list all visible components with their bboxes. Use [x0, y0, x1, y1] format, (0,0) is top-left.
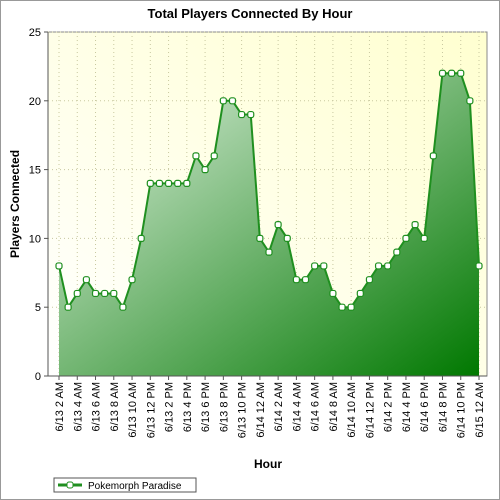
point: [365, 276, 374, 284]
point: [219, 97, 227, 105]
point: [329, 289, 337, 298]
point: [457, 69, 465, 77]
point: [292, 276, 300, 284]
y-tick-label: 15: [29, 165, 41, 177]
x-tick-label: 6/13 4 AM: [72, 382, 84, 432]
point: [146, 179, 154, 187]
x-axis-label: Hour: [254, 457, 282, 471]
point: [475, 262, 483, 270]
point: [311, 262, 319, 270]
x-tick-label: 6/13 6 AM: [91, 382, 103, 432]
y-tick-label: 10: [29, 233, 41, 245]
point: [82, 276, 90, 284]
point: [265, 248, 273, 256]
point: [420, 234, 428, 242]
point: [91, 289, 100, 298]
point: [192, 152, 200, 160]
x-tick-label: 6/13 8 AM: [109, 382, 121, 432]
y-tick-label: 5: [35, 302, 41, 314]
point: [64, 303, 72, 311]
point: [320, 262, 328, 270]
point: [183, 179, 191, 187]
point: [466, 97, 474, 105]
x-tick-label: 6/13 8 PM: [218, 382, 230, 432]
y-tick-label: 0: [35, 371, 41, 383]
x-tick-label: 6/14 10 PM: [456, 382, 468, 438]
x-tick-label: 6/14 12 PM: [364, 382, 376, 438]
point: [438, 69, 447, 77]
point: [55, 262, 63, 270]
x-tick-label: 6/14 2 AM: [273, 382, 285, 432]
y-tick-label: 20: [29, 96, 41, 108]
point: [73, 289, 81, 298]
point: [256, 234, 264, 242]
x-tick-label: 6/14 8 AM: [328, 382, 340, 432]
point: [101, 289, 109, 298]
point: [429, 152, 437, 160]
x-tick-label: 6/14 2 PM: [383, 382, 395, 432]
x-tick-label: 6/13 2 AM: [54, 382, 66, 432]
x-tick-label: 6/13 12 PM: [145, 382, 157, 438]
point: [238, 110, 246, 119]
point: [210, 152, 218, 160]
point: [402, 234, 410, 242]
legend-marker: [66, 481, 74, 489]
point: [228, 97, 237, 105]
point: [119, 303, 127, 311]
point: [201, 166, 209, 174]
point: [393, 248, 401, 256]
point: [347, 303, 355, 311]
point: [164, 179, 173, 187]
point: [356, 289, 364, 298]
point: [155, 179, 164, 187]
point: [128, 276, 136, 284]
x-tick-label: 6/15 12 AM: [474, 382, 486, 438]
x-tick-label: 6/14 6 AM: [310, 382, 322, 432]
point: [374, 262, 383, 270]
point: [274, 221, 282, 229]
y-tick-label: 25: [29, 27, 41, 39]
x-tick-label: 6/14 8 PM: [437, 382, 449, 432]
x-tick-label: 6/13 4 PM: [182, 382, 194, 432]
x-tick-label: 6/14 6 PM: [419, 382, 431, 432]
point: [247, 110, 255, 119]
point: [338, 303, 346, 311]
point: [110, 289, 118, 298]
y-axis-label: Players Connected: [8, 150, 22, 258]
chart-title: Total Players Connected By Hour: [148, 6, 353, 21]
point: [411, 221, 419, 229]
x-tick-label: 6/13 10 AM: [127, 382, 139, 438]
x-tick-label: 6/14 4 AM: [291, 382, 303, 432]
point: [283, 234, 291, 242]
legend-box: [53, 477, 197, 493]
x-tick-label: 6/13 10 PM: [237, 382, 249, 438]
point: [174, 179, 182, 187]
point: [448, 69, 456, 77]
point: [137, 234, 145, 242]
x-tick-label: 6/14 12 AM: [255, 382, 267, 438]
x-tick-label: 6/14 4 PM: [401, 382, 413, 432]
point: [301, 276, 310, 284]
point: [384, 262, 392, 270]
x-tick-label: 6/13 6 PM: [200, 382, 212, 432]
area: [59, 73, 479, 376]
legend-label: Pokemorph Paradise: [88, 481, 182, 492]
x-tick-label: 6/13 2 PM: [164, 382, 176, 432]
x-tick-label: 6/14 10 AM: [346, 382, 358, 438]
